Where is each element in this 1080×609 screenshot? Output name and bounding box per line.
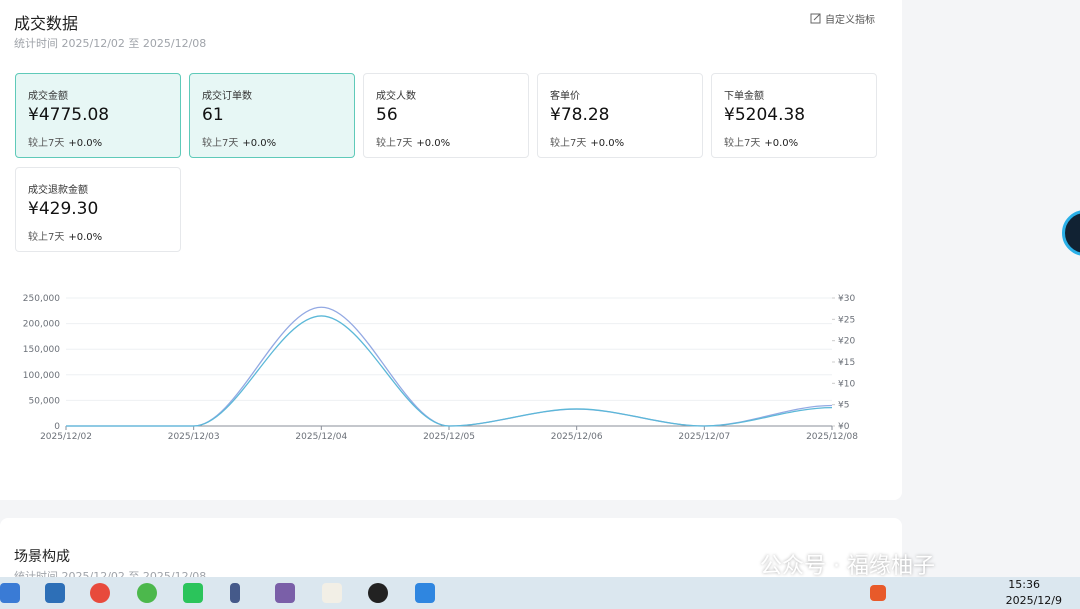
data-panel: 成交数据 统计时间 2025/12/02 至 2025/12/08 自定义指标 … [0,0,902,500]
metric-value: ¥4775.08 [28,105,110,125]
metric-card[interactable]: 成交金额 ¥4775.08 较上7天 +0.0% [15,73,181,158]
y2-tick-label: ¥20 [838,337,855,347]
metric-compare: 较上7天 +0.0% [28,134,102,149]
app-icon[interactable] [322,583,342,603]
metric-compare: 较上7天 +0.0% [28,228,102,243]
metric-label: 成交订单数 [202,91,252,102]
metric-value: 61 [202,105,224,125]
app-icon[interactable] [230,583,240,603]
compare-change: +0.0% [68,232,103,243]
metric-compare: 较上7天 +0.0% [550,134,624,149]
metric-compare: 较上7天 +0.0% [202,134,276,149]
y2-tick-label: ¥30 [838,294,855,304]
x-tick-label: 2025/12/07 [678,432,730,442]
custom-metrics-label[interactable]: 自定义指标 [825,15,875,26]
app-icon[interactable] [0,583,20,603]
metric-value: ¥78.28 [550,105,610,125]
y-tick-label: 0 [54,422,60,432]
metric-label: 客单价 [550,91,580,102]
compare-label: 较上7天 [376,138,413,149]
series-line [65,315,833,427]
app-icon[interactable] [137,583,157,603]
compare-label: 较上7天 [724,138,761,149]
x-tick-label: 2025/12/03 [168,432,220,442]
x-tick-label: 2025/12/06 [551,432,603,442]
y2-tick-label: ¥0 [838,422,850,432]
y2-tick-label: ¥5 [838,401,849,411]
compare-change: +0.0% [416,138,451,149]
metric-value: ¥429.30 [28,199,99,219]
y-tick-label: 200,000 [23,320,60,330]
y2-tick-label: ¥25 [838,315,855,325]
metric-value: 56 [376,105,398,125]
metric-label: 成交金额 [28,91,68,102]
y-tick-label: 150,000 [23,345,60,355]
y2-tick-label: ¥15 [838,358,855,368]
tray-icon[interactable] [870,585,886,601]
compare-label: 较上7天 [550,138,587,149]
app-icon[interactable] [415,583,435,603]
clock-time: 15:36 [1008,578,1040,591]
panel-title: 成交数据 [14,14,79,33]
metric-card[interactable]: 成交退款金额 ¥429.30 较上7天 +0.0% [15,167,181,252]
metric-compare: 较上7天 +0.0% [376,134,450,149]
compare-change: +0.0% [590,138,625,149]
watermark: 公众号 · 福缘柚子 [760,554,935,579]
metric-compare: 较上7天 +0.0% [724,134,798,149]
compare-change: +0.0% [68,138,103,149]
metric-card[interactable]: 成交订单数 61 较上7天 +0.0% [189,73,355,158]
clock-date: 2025/12/9 [1005,594,1062,607]
y-tick-label: 250,000 [23,294,60,304]
metric-value: ¥5204.38 [724,105,806,125]
custom-metrics-button[interactable]: 自定义指标 [810,11,875,26]
metric-card[interactable]: 客单价 ¥78.28 较上7天 +0.0% [537,73,703,158]
y-tick-label: 50,000 [29,396,61,406]
app-icon[interactable] [45,583,65,603]
metric-label: 成交退款金额 [28,185,88,196]
x-tick-label: 2025/12/02 [40,432,92,442]
app-icon[interactable] [275,583,295,603]
compare-label: 较上7天 [28,232,65,243]
edit-icon [810,13,821,24]
floating-assistant[interactable] [1062,210,1080,256]
metric-card[interactable]: 下单金额 ¥5204.38 较上7天 +0.0% [711,73,877,158]
compare-change: +0.0% [764,138,799,149]
panel-subtitle: 统计时间 2025/12/02 至 2025/12/08 [14,37,207,50]
app-icon[interactable] [183,583,203,603]
x-tick-label: 2025/12/05 [423,432,475,442]
taskbar: 15:36 2025/12/9 [0,577,1080,609]
metric-label: 下单金额 [724,91,764,102]
trend-chart: 0 50,000 100,000 150,000 200,000 250,000 ¥0 ¥5 ¥… [23,294,858,442]
x-tick-label: 2025/12/04 [295,432,347,442]
metric-card[interactable]: 成交人数 56 较上7天 +0.0% [363,73,529,158]
app-icon[interactable] [90,583,110,603]
app-icon[interactable] [368,583,388,603]
compare-label: 较上7天 [202,138,239,149]
x-tick-label: 2025/12/08 [806,432,858,442]
compare-label: 较上7天 [28,138,65,149]
metric-label: 成交人数 [376,91,416,102]
section-title: 场景构成 [14,549,70,565]
y-tick-label: 100,000 [23,371,60,381]
series-line [65,306,833,427]
compare-change: +0.0% [242,138,277,149]
y2-tick-label: ¥10 [838,379,855,389]
